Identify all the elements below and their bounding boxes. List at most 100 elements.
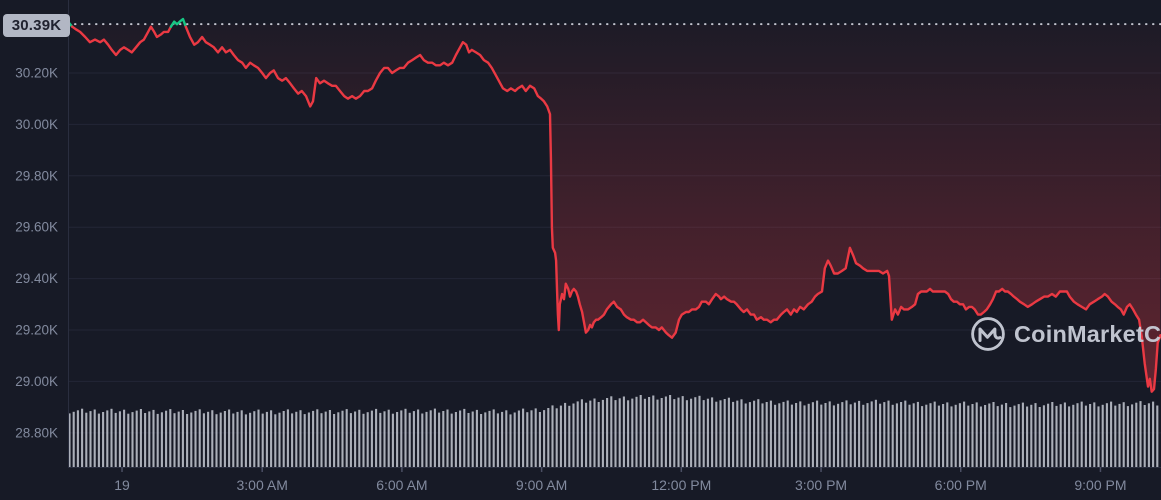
x-axis-tick-label: 9:00 PM — [1074, 477, 1126, 493]
y-axis-tick-label: 29.80K — [15, 168, 58, 183]
y-axis-tick-label: 29.60K — [15, 220, 58, 235]
volume-bar — [181, 410, 184, 467]
volume-bar — [421, 413, 424, 467]
volume-bar — [547, 408, 550, 467]
x-axis-tick-label: 12:00 PM — [651, 477, 711, 493]
volume-bar — [324, 411, 327, 467]
volume-bar — [715, 401, 718, 467]
volume-bar — [1126, 406, 1129, 467]
volume-bar — [366, 412, 369, 467]
volume-bar — [925, 404, 928, 467]
volume-bar — [807, 403, 810, 467]
volume-bar — [93, 409, 96, 467]
volume-bar — [68, 413, 71, 467]
volume-bar — [870, 401, 873, 467]
volume-bar — [454, 412, 457, 467]
volume-bar — [433, 408, 436, 467]
volume-bar — [459, 410, 462, 467]
volume-bar — [1080, 401, 1083, 467]
volume-bar — [463, 408, 466, 467]
volume-bar — [349, 413, 352, 467]
volume-bar — [816, 400, 819, 467]
volume-bar — [929, 403, 932, 467]
volume-bar — [1051, 402, 1054, 467]
volume-bar — [946, 402, 949, 467]
volume-bar — [824, 403, 827, 467]
volume-bar — [190, 412, 193, 467]
volume-bar — [908, 404, 911, 467]
volume-bar — [253, 411, 256, 467]
volume-bar — [404, 408, 407, 467]
volume-bar — [194, 410, 197, 467]
x-axis-tick-label: 6:00 AM — [376, 477, 427, 493]
volume-bar — [618, 398, 621, 467]
volume-bar — [1093, 402, 1096, 467]
volume-bar — [299, 410, 302, 467]
volume-bar — [719, 400, 722, 467]
volume-bar — [639, 395, 642, 467]
volume-bar — [72, 411, 75, 467]
current-price-badge: 30.39K — [3, 14, 70, 37]
volume-bar — [1038, 407, 1041, 467]
volume-bar — [97, 413, 100, 467]
volume-bar — [207, 411, 210, 467]
volume-bar — [400, 410, 403, 467]
volume-bar — [261, 413, 264, 467]
volume-bar — [417, 409, 420, 467]
volume-bar — [383, 411, 386, 467]
volume-bar — [375, 408, 378, 467]
volume-bar — [975, 402, 978, 467]
volume-bar — [345, 409, 348, 467]
volume-bar — [85, 412, 88, 467]
y-axis-tick-label: 29.40K — [15, 271, 58, 286]
volume-bar — [240, 410, 243, 467]
volume-bar — [942, 404, 945, 467]
y-axis-tick-label: 28.80K — [15, 425, 58, 440]
volume-bar — [270, 410, 273, 467]
volume-bar — [937, 405, 940, 467]
volume-bar — [501, 411, 504, 467]
volume-bar — [723, 399, 726, 467]
volume-bar — [1034, 403, 1037, 467]
volume-bar — [102, 412, 105, 467]
volume-bar — [202, 413, 205, 467]
volume-bar — [681, 396, 684, 467]
volume-bar — [177, 411, 180, 467]
volume-bar — [845, 400, 848, 467]
x-axis-tick-label: 3:00 PM — [795, 477, 847, 493]
volume-bar — [593, 398, 596, 467]
volume-bar — [1122, 402, 1125, 467]
volume-bar — [916, 401, 919, 467]
volume-bar — [627, 400, 630, 467]
volume-bar — [744, 403, 747, 467]
volume-bar — [711, 397, 714, 467]
price-line — [71, 25, 173, 57]
volume-bar — [1105, 403, 1108, 467]
volume-bar — [597, 402, 600, 467]
volume-bar — [236, 411, 239, 467]
volume-bar — [610, 396, 613, 467]
volume-bar — [496, 413, 499, 467]
volume-bar — [551, 405, 554, 467]
volume-bar — [156, 413, 159, 467]
volume-bar — [572, 403, 575, 467]
y-axis-tick-label: 29.00K — [15, 374, 58, 389]
volume-bar — [622, 396, 625, 467]
volume-bar — [883, 402, 886, 467]
volume-bar — [387, 409, 390, 467]
volume-bar — [631, 398, 634, 467]
volume-bar — [988, 403, 991, 467]
volume-bar — [879, 403, 882, 467]
volume-bar — [282, 411, 285, 467]
volume-bar — [660, 398, 663, 467]
volume-bar — [526, 412, 529, 467]
volume-bar — [337, 412, 340, 467]
volume-bar — [1005, 403, 1008, 467]
volume-bar — [635, 396, 638, 467]
volume-bar — [110, 408, 113, 467]
volume-bar — [656, 399, 659, 467]
volume-bar — [165, 410, 168, 467]
volume-bar — [320, 413, 323, 467]
